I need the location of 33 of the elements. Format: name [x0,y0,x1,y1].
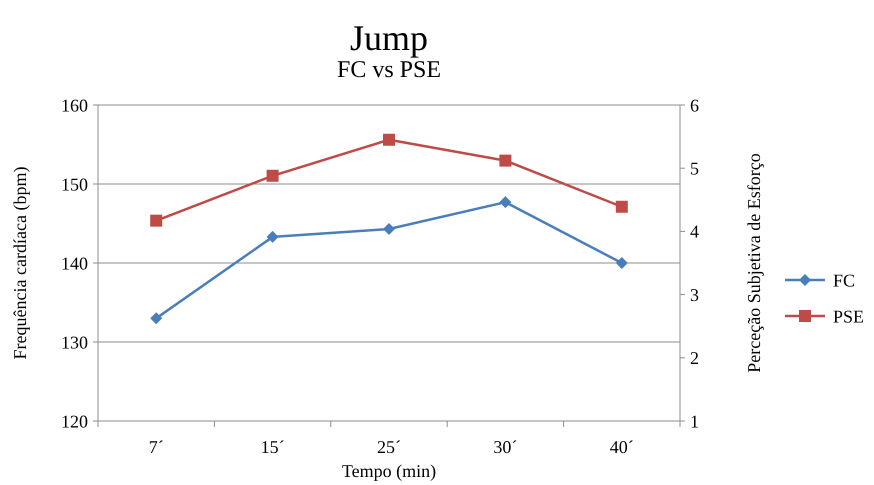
chart-subtitle: FC vs PSE [336,57,442,83]
point [616,257,628,269]
x-tick-label: 25´ [377,437,401,457]
point [266,230,279,243]
point [383,223,395,236]
point [383,134,395,146]
point [150,214,162,227]
point [266,170,279,182]
y-tick-label: 120 [61,411,88,432]
legend-label: FC [833,270,856,290]
x-tick-label: 40´ [610,437,634,457]
y2-tick-label: 4 [690,222,699,242]
y-axis-title: Frequência cardíaca (bpm) [10,166,30,360]
point [499,196,512,208]
x-tick-label: 7´ [148,437,164,457]
y2-tick-label: 3 [690,284,699,305]
x-tick-label: 30´ [493,437,518,457]
point [499,154,512,167]
y-tick-label: 130 [61,332,88,352]
y-tick-label: 140 [61,253,88,274]
y-tick-label: 160 [61,95,88,116]
point [150,312,162,324]
y2-tick-label: 1 [690,411,699,432]
point [616,200,628,213]
y2-tick-label: 6 [690,95,699,116]
x-tick-label: 15´ [260,437,285,457]
y2-axis-title: Perceção Subjetiva de Esforço [744,153,764,373]
y2-tick-label: 2 [690,348,699,368]
y2-tick-label: 5 [690,158,699,178]
y-tick-label: 150 [61,174,88,194]
x-axis-title: Tempo (min) [342,461,436,481]
legend-label: PSE [833,306,864,326]
chart-title: Jump [350,18,428,58]
